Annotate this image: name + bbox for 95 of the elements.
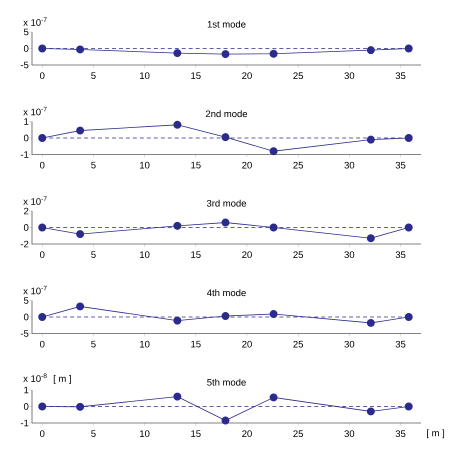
y-tick-label: 0 bbox=[24, 224, 28, 231]
x-tick-label: 0 bbox=[40, 72, 44, 80]
x-tick-label: 35 bbox=[396, 251, 406, 258]
y-tick-label: 0 bbox=[24, 403, 28, 410]
point bbox=[404, 224, 413, 232]
x-tick-label: 30 bbox=[344, 251, 354, 258]
x-tick-label: 20 bbox=[242, 340, 252, 348]
point bbox=[173, 316, 182, 325]
x-tick-label: 15 bbox=[191, 72, 201, 79]
y-tick-label: 1 bbox=[24, 118, 28, 125]
text: x 10$^{-7}$ bbox=[23, 286, 47, 294]
point bbox=[404, 402, 413, 410]
chart-title: 4th mode bbox=[206, 289, 246, 296]
text: x 10$^{-7}$ bbox=[23, 106, 47, 116]
x-tick-label: 20 bbox=[242, 430, 252, 438]
x-tick-label: 0 bbox=[40, 162, 44, 169]
point bbox=[270, 147, 278, 156]
x-tick-label: 30 bbox=[344, 340, 354, 348]
point bbox=[76, 402, 84, 411]
x-tick-label: 5 bbox=[91, 251, 96, 258]
y-tick-label: -1 bbox=[20, 151, 28, 158]
x-tick-label: 25 bbox=[293, 340, 304, 348]
x-tick-label: 10 bbox=[140, 340, 150, 348]
point bbox=[270, 393, 278, 402]
point bbox=[270, 310, 278, 318]
chart-title: 1st mode bbox=[208, 20, 246, 28]
y-tick-label: 0 bbox=[24, 134, 28, 142]
point bbox=[366, 234, 375, 242]
x-tick-label: 25 bbox=[293, 162, 304, 169]
point bbox=[366, 136, 375, 144]
point bbox=[76, 302, 84, 310]
chart-title: 3rd mode bbox=[206, 200, 246, 207]
x-tick-label: 0 bbox=[40, 430, 44, 438]
text: x 10$^{-8}$ bbox=[23, 373, 47, 382]
x-tick-label: 0 bbox=[40, 340, 44, 348]
point bbox=[366, 318, 375, 327]
x-tick-label: 5 bbox=[91, 430, 96, 437]
chart-title: 2nd mode bbox=[206, 110, 248, 118]
x-axis-title: [ m ] bbox=[427, 429, 444, 438]
point bbox=[221, 416, 230, 425]
x-tick-label: 35 bbox=[396, 162, 406, 169]
point bbox=[38, 224, 46, 232]
point bbox=[221, 133, 230, 142]
y-tick-label: 0 bbox=[24, 314, 28, 320]
x-tick-label: 25 bbox=[293, 72, 304, 80]
point bbox=[76, 126, 84, 135]
x-tick-label: 30 bbox=[344, 72, 354, 80]
x-tick-label: 15 bbox=[191, 340, 201, 348]
text: x 10$^{-7}$ bbox=[23, 17, 47, 26]
point bbox=[173, 120, 182, 129]
x-tick-label: 20 bbox=[242, 251, 252, 258]
y-tick-label: 5 bbox=[24, 28, 28, 36]
text: [ m ] bbox=[54, 375, 71, 384]
chart-title: 5th mode bbox=[207, 378, 246, 386]
x-tick-label: 25 bbox=[293, 251, 304, 258]
x-tick-label: 30 bbox=[344, 162, 354, 169]
x-tick-label: 15 bbox=[191, 162, 201, 168]
x-tick-label: 10 bbox=[140, 72, 150, 80]
x-tick-label: 15 bbox=[191, 251, 201, 258]
x-tick-label: 35 bbox=[396, 430, 406, 438]
x-tick-label: 10 bbox=[140, 430, 150, 438]
x-tick-label: 10 bbox=[140, 251, 150, 258]
y-tick-label: -1 bbox=[20, 420, 28, 426]
point bbox=[270, 224, 278, 232]
x-tick-label: 5 bbox=[91, 72, 96, 79]
point bbox=[366, 407, 375, 416]
x-tick-label: 10 bbox=[140, 162, 150, 169]
point bbox=[221, 312, 230, 320]
x-tick-label: 35 bbox=[396, 340, 406, 348]
point bbox=[221, 218, 230, 227]
x-tick-label: 5 bbox=[91, 162, 96, 168]
y-tick-label: -5 bbox=[20, 330, 28, 337]
point bbox=[404, 313, 413, 321]
x-tick-label: 15 bbox=[191, 430, 201, 437]
y-tick-label: -2 bbox=[20, 240, 28, 248]
y-tick-label: 1 bbox=[24, 386, 28, 394]
y-tick-label: 0 bbox=[24, 45, 28, 52]
point bbox=[173, 392, 182, 401]
y-tick-label: -5 bbox=[20, 62, 28, 68]
y-tick-label: 2 bbox=[24, 208, 28, 214]
y-tick-label: 5 bbox=[24, 297, 28, 304]
x-tick-label: 20 bbox=[242, 72, 252, 80]
x-tick-label: 5 bbox=[91, 340, 96, 348]
point bbox=[173, 222, 182, 230]
x-tick-label: 0 bbox=[40, 251, 44, 258]
point bbox=[38, 402, 46, 410]
x-tick-label: 25 bbox=[293, 430, 304, 438]
point bbox=[76, 230, 84, 238]
x-tick-label: 20 bbox=[242, 162, 252, 169]
point bbox=[38, 134, 46, 142]
x-tick-label: 35 bbox=[396, 72, 406, 80]
x-tick-label: 30 bbox=[344, 430, 354, 438]
text: x 10$^{-7}$ bbox=[23, 196, 47, 205]
point bbox=[404, 134, 413, 142]
point bbox=[38, 313, 46, 321]
